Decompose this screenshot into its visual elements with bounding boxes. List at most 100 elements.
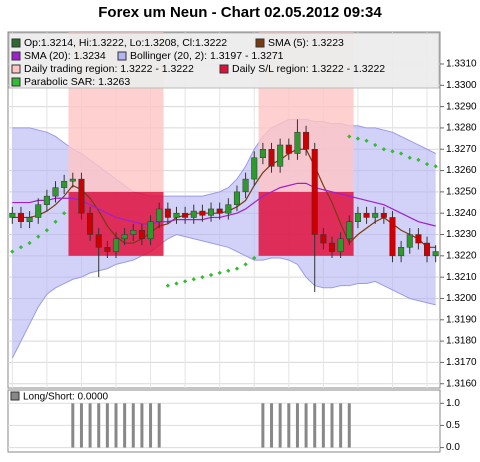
bollinger-lower — [11, 233, 436, 359]
candle-body — [233, 191, 240, 205]
candle-body — [251, 157, 258, 180]
candle-body — [199, 210, 206, 216]
legend-label: Bollinger (20, 2): 1.3197 - 1.3271 — [130, 50, 284, 62]
long-short-bar — [157, 403, 161, 448]
sar-dot — [182, 279, 188, 284]
sar-dot — [433, 164, 438, 169]
candle-body — [216, 208, 223, 214]
legend-label: SMA (20): 1.3234 — [24, 50, 106, 62]
sar-dot — [407, 155, 412, 160]
y-tick-label: 1.3290 — [446, 101, 477, 112]
candle-body — [78, 178, 85, 214]
legend-swatch — [11, 51, 21, 61]
chart-title: Forex um Neun - Chart 02.05.2012 09:34 — [98, 4, 382, 21]
candle-body — [225, 204, 232, 214]
sar-dot — [373, 142, 378, 148]
legend-label: SMA (5): 1.3223 — [268, 37, 344, 49]
candle-body — [26, 217, 33, 222]
sar-dot — [381, 147, 386, 152]
y-tick-label: 1.3220 — [446, 250, 477, 261]
panel-legend-label: Long/Short: 0.0000 — [23, 392, 109, 403]
candle-body — [363, 212, 370, 218]
panel-tick-label: 1.0 — [446, 398, 460, 409]
legend-swatch — [11, 64, 21, 74]
y-tick-label: 1.3260 — [446, 165, 477, 176]
long-short-bar — [105, 403, 109, 448]
y-tick-label: 1.3250 — [446, 187, 477, 198]
panel-tick-label: 0.5 — [446, 420, 460, 431]
long-short-bar — [295, 403, 299, 448]
candle-body — [182, 212, 189, 218]
sar-dot — [217, 270, 222, 276]
sar-dot — [416, 157, 421, 163]
candle-body — [43, 195, 50, 205]
sar-dot — [424, 162, 430, 167]
long-short-bar — [79, 403, 83, 448]
candle-body — [346, 221, 353, 240]
legend-label: Daily S/L region: 1.3222 - 1.3222 — [232, 63, 385, 75]
sar-dot — [165, 283, 170, 288]
candle-body — [380, 212, 387, 218]
sar-dot — [390, 149, 395, 154]
y-tick-label: 1.3170 — [446, 357, 477, 368]
long-short-bar — [313, 403, 317, 448]
sar-dot — [226, 268, 231, 273]
legend-swatch — [255, 38, 265, 48]
y-tick-label: 1.3160 — [446, 378, 477, 389]
y-tick-label: 1.3180 — [446, 336, 477, 347]
candle-body — [398, 247, 405, 257]
candle-body — [164, 208, 171, 218]
sar-dot — [174, 281, 179, 286]
candle-body — [337, 238, 344, 252]
long-short-bar — [88, 403, 92, 448]
y-tick-label: 1.3210 — [446, 272, 477, 283]
y-tick-label: 1.3280 — [446, 123, 477, 134]
candle-body — [424, 242, 431, 257]
legend-swatch — [10, 391, 20, 401]
panel-tick-label: 0.0 — [446, 442, 460, 453]
candle-body — [61, 180, 68, 188]
candle-body — [95, 234, 102, 248]
legend: Op:1.3214, Hi:1.3222, Lo:1.3208, Cl:1.32… — [8, 32, 440, 89]
y-tick-label: 1.3200 — [446, 293, 477, 304]
sar-dot — [347, 134, 352, 139]
candle-body — [69, 178, 76, 182]
legend-swatch — [11, 77, 21, 87]
candle-body — [294, 131, 301, 154]
long-short-bar — [287, 403, 291, 448]
legend-label: Parabolic SAR: 1.3263 — [24, 76, 130, 88]
candle-body — [432, 251, 439, 257]
sar-dot — [18, 245, 24, 250]
axes: 1.3160 1.3170 1.3180 1.3190 1.3200 1.3210 1.32… — [440, 59, 477, 453]
candle-body — [259, 148, 266, 159]
long-short-bar — [270, 403, 274, 448]
legend-swatch — [219, 64, 229, 74]
sar-dot — [200, 275, 205, 280]
candle-body — [415, 234, 422, 244]
candle-body — [147, 221, 154, 240]
long-short-bar — [347, 403, 351, 448]
candle-body — [328, 242, 336, 252]
candle-body — [190, 210, 197, 218]
sar-dot — [191, 277, 196, 282]
legend-label: Daily trading region: 1.3222 - 1.3222 — [24, 63, 194, 75]
sar-dot — [44, 228, 50, 233]
candle-body — [156, 208, 163, 222]
legend-swatch — [11, 38, 21, 48]
candle-body — [104, 247, 111, 252]
candle-body — [173, 212, 180, 218]
long-short-bar — [131, 403, 135, 448]
sar-dot — [252, 255, 257, 261]
candle-body — [311, 148, 318, 235]
candle-body — [17, 212, 24, 222]
long-short-bar — [330, 403, 334, 448]
legend-label: Op:1.3214, Hi:1.3222, Lo:1.3208, Cl:1.32… — [24, 37, 227, 49]
candle-body — [52, 187, 59, 197]
panel-area: Long/Short: 0.0000 — [8, 391, 440, 449]
y-tick-label: 1.3300 — [446, 80, 477, 91]
y-tick-label: 1.3230 — [446, 229, 477, 240]
candle-body — [372, 212, 379, 218]
plot-area — [8, 32, 440, 388]
candle-body — [277, 144, 284, 167]
legend-box — [8, 32, 440, 89]
